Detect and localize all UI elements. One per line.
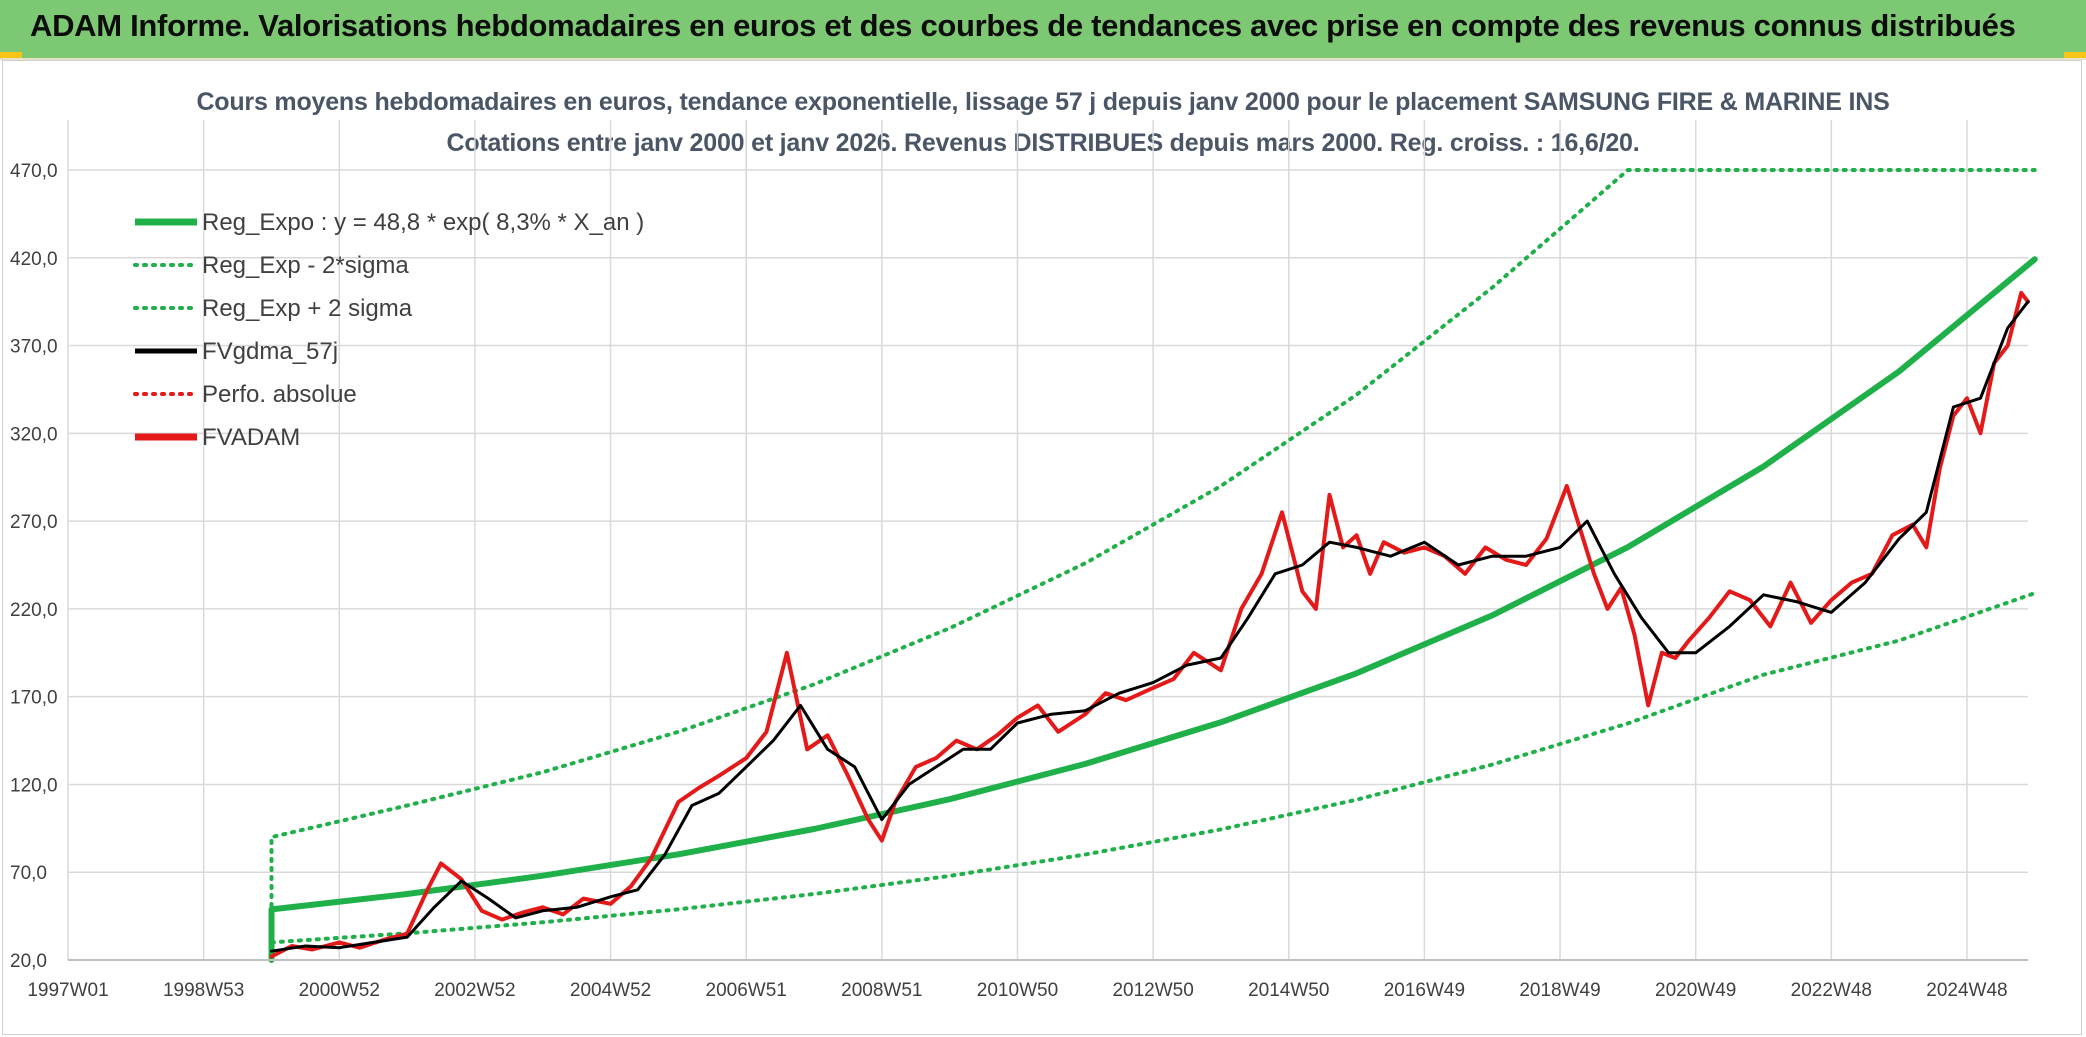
x-tick-label: 1997W01 xyxy=(27,980,108,1001)
series-line-fvgdma-57j xyxy=(270,300,2030,953)
y-tick-label: 470,0 xyxy=(10,161,58,182)
legend-label: FVgdma_57j xyxy=(202,338,338,365)
legend-label: Reg_Exp - 2*sigma xyxy=(202,252,409,279)
legend: Reg_Expo : y = 48,8 * exp( 8,3% * X_an )… xyxy=(133,209,644,451)
report-title: ADAM Informe. Valorisations hebdomadaire… xyxy=(30,8,2016,43)
x-tick-label: 2000W52 xyxy=(299,980,380,1001)
legend-label: Reg_Expo : y = 48,8 * exp( 8,3% * X_an ) xyxy=(202,209,644,236)
x-tick-label: 2024W48 xyxy=(1926,980,2007,1001)
x-tick-label: 2016W49 xyxy=(1384,980,1465,1001)
y-tick-label: 370,0 xyxy=(10,337,58,358)
gridlines xyxy=(67,120,2028,961)
legend-label: Perfo. absolue xyxy=(202,381,357,408)
y-tick-label: 420,0 xyxy=(10,249,58,270)
y-tick-label: 320,0 xyxy=(10,424,58,445)
x-tick-label: 2010W50 xyxy=(977,980,1058,1001)
axis-ticks: 470,0 420,0 370,0 320,0 270,0 220,0 170,0 120,0… xyxy=(10,161,2028,1001)
x-tick-label: 2022W48 xyxy=(1791,980,1872,1001)
y-tick-label: 20,0 xyxy=(10,951,47,972)
y-tick-label: 120,0 xyxy=(10,775,58,796)
corner-accent-right xyxy=(2064,52,2086,58)
y-tick-label: 70,0 xyxy=(10,863,47,884)
corner-accent-left xyxy=(0,52,22,58)
y-tick-label: 220,0 xyxy=(10,600,58,621)
x-tick-label: 2002W52 xyxy=(434,980,515,1001)
x-tick-label: 2018W49 xyxy=(1519,980,1600,1001)
x-tick-label: 2008W51 xyxy=(841,980,922,1001)
series-line-reg-exp-2-sigma xyxy=(269,591,2037,962)
series-line-fvadam xyxy=(269,290,2030,959)
x-tick-label: 1998W53 xyxy=(163,980,244,1001)
series-lines xyxy=(268,168,2038,963)
series-line-reg-exp-2-sigma xyxy=(269,168,2037,962)
chart-title: Cours moyens hebdomadaires en euros, ten… xyxy=(196,88,1890,116)
x-tick-label: 2012W50 xyxy=(1112,980,1193,1001)
x-tick-label: 2004W52 xyxy=(570,980,651,1001)
x-tick-label: 2014W50 xyxy=(1248,980,1329,1001)
y-tick-label: 270,0 xyxy=(10,512,58,533)
report-banner: ADAM Informe. Valorisations hebdomadaire… xyxy=(0,0,2086,60)
chart-subtitle: Cotations entre janv 2000 et janv 2026. … xyxy=(446,129,1640,157)
y-tick-label: 170,0 xyxy=(10,688,58,709)
x-tick-label: 2020W49 xyxy=(1655,980,1736,1001)
legend-label: Reg_Exp + 2 sigma xyxy=(202,295,413,322)
x-tick-label: 2006W51 xyxy=(706,980,787,1001)
legend-label: FVADAM xyxy=(202,424,300,451)
